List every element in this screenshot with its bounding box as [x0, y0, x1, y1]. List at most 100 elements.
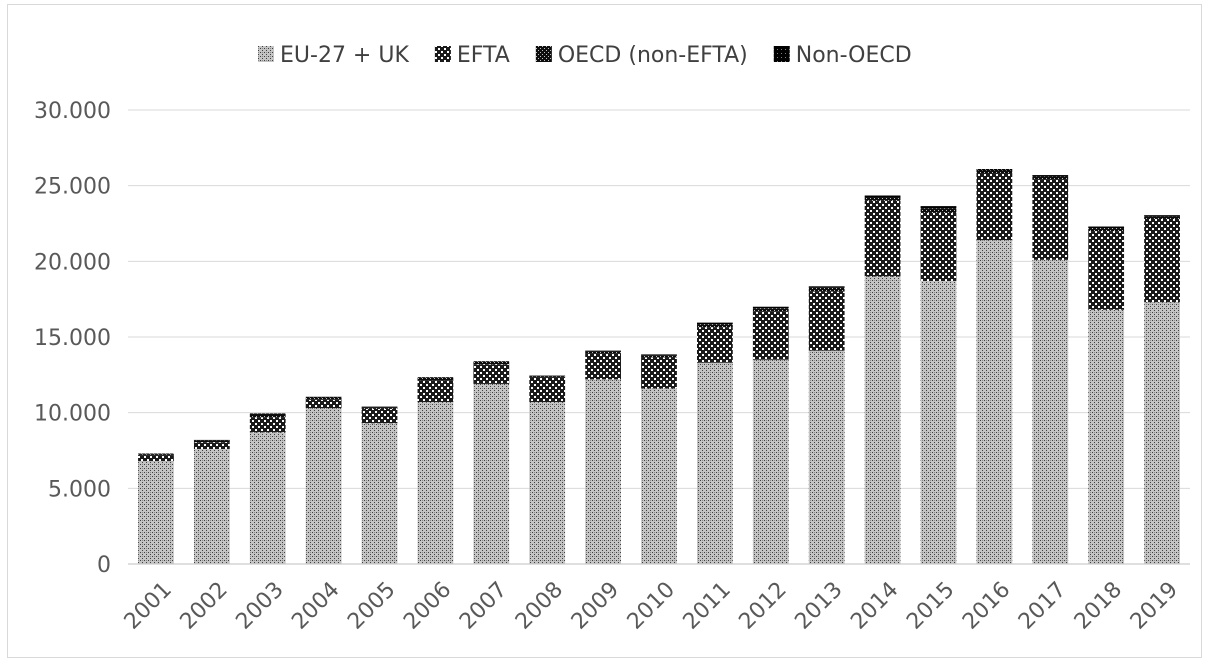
bar-segment: [473, 361, 510, 365]
bar-segment: [920, 212, 957, 282]
bar-segment: [138, 461, 174, 564]
bar-segment: [361, 406, 398, 408]
x-tick-label: 2002: [176, 577, 233, 634]
bar-segment: [585, 379, 621, 564]
bar-segment: [864, 276, 901, 564]
bar-segment: [752, 308, 789, 312]
x-axis: 2001200220032004200520062007200820092010…: [120, 577, 1183, 634]
x-tick-label: 2007: [455, 577, 512, 634]
bar-segment: [138, 454, 174, 456]
x-tick-label: 2015: [902, 577, 959, 634]
bar-segment: [864, 195, 901, 198]
x-tick-label: 2004: [287, 577, 344, 634]
bar-segment: [417, 377, 454, 381]
bar-segment: [641, 388, 677, 564]
x-tick-label: 2017: [1014, 577, 1071, 634]
x-tick-label: 2006: [399, 577, 456, 634]
x-tick-label: 2009: [567, 577, 624, 634]
bar-segment: [1144, 218, 1180, 303]
legend-swatch: [258, 46, 274, 62]
legend-label: EFTA: [457, 43, 510, 68]
bar-segment: [697, 322, 733, 325]
bar-segment: [808, 286, 845, 288]
bar-segment: [1032, 259, 1069, 564]
bar-segment: [249, 432, 286, 564]
bar-segment: [249, 417, 286, 433]
x-tick-label: 2010: [623, 577, 680, 634]
bar-segment: [585, 353, 621, 380]
bar-segment: [976, 240, 1013, 564]
bar-segment: [138, 453, 174, 455]
x-tick-label: 2008: [511, 577, 568, 634]
y-axis: 0 5.000 10.000 15.000 20.000 25.000 30.000: [34, 99, 111, 578]
bar-segment: [417, 380, 454, 403]
bar-segment: [752, 359, 789, 564]
bar-segment: [249, 414, 286, 418]
y-tick-label: 10.000: [34, 402, 111, 427]
bar-segment: [808, 350, 845, 564]
bar-segment: [193, 440, 230, 443]
legend-label: EU-27 + UK: [280, 43, 409, 68]
bar-segment: [920, 281, 957, 564]
bar-segment: [417, 377, 454, 378]
legend-swatch: [535, 46, 552, 62]
legend-swatch: [773, 46, 790, 62]
bar-segment: [1088, 228, 1125, 232]
bar-segment: [473, 364, 510, 384]
bar-segment: [697, 327, 733, 363]
bar-segment: [585, 350, 621, 352]
x-tick-label: 2018: [1070, 577, 1127, 634]
bar-segment: [697, 362, 733, 564]
bar-segment: [752, 311, 789, 360]
bar-segment: [305, 408, 342, 564]
x-tick-label: 2011: [679, 577, 736, 634]
x-tick-label: 2003: [231, 577, 288, 634]
bar-segment: [529, 402, 566, 564]
bar-segment: [193, 448, 230, 564]
bar-segment: [1088, 226, 1125, 229]
bar-segment: [1032, 175, 1069, 177]
bar-segment: [1088, 231, 1125, 310]
bar-segment: [529, 376, 566, 378]
bar-segment: [920, 206, 957, 209]
x-tick-label: 2019: [1126, 577, 1183, 634]
bar-segment: [808, 287, 845, 292]
x-tick-label: 2012: [735, 577, 792, 634]
y-tick-label: 5.000: [48, 477, 111, 502]
legend-label: Non-OECD: [796, 43, 912, 68]
bar-segment: [1144, 215, 1180, 217]
bar-segment: [697, 324, 733, 328]
x-tick-label: 2013: [790, 577, 847, 634]
bar-segment: [864, 197, 901, 201]
bar-segment: [976, 170, 1013, 174]
x-tick-label: 2005: [343, 577, 400, 634]
bar-segment: [305, 396, 342, 398]
bar-segment: [305, 397, 342, 400]
y-tick-label: 25.000: [34, 175, 111, 200]
y-tick-label: 0: [97, 553, 111, 578]
bar-segment: [1032, 179, 1069, 260]
bar-segment: [417, 402, 454, 564]
bar-segment: [808, 291, 845, 351]
y-tick-label: 15.000: [34, 326, 111, 351]
bar-segment: [529, 377, 566, 403]
legend-label: OECD (non-EFTA): [558, 43, 748, 68]
bar-segment: [193, 439, 230, 441]
x-tick-label: 2016: [958, 577, 1015, 634]
bar-segment: [305, 399, 342, 409]
bars: [138, 169, 1180, 564]
bar-segment: [193, 442, 230, 449]
gridlines: [128, 109, 1190, 565]
bar-segment: [976, 169, 1013, 171]
bar-segment: [361, 407, 398, 409]
bar-segment: [1032, 176, 1069, 180]
legend: EU-27 + UK EFTA OECD (non-EFTA) Non-OECD: [258, 43, 912, 68]
bar-segment: [641, 355, 677, 358]
bar-segment: [1144, 216, 1180, 219]
bar-segment: [138, 455, 174, 462]
bar-segment: [249, 413, 286, 415]
x-tick-label: 2001: [120, 577, 177, 634]
bar-segment: [920, 208, 957, 213]
legend-swatch: [434, 46, 451, 62]
